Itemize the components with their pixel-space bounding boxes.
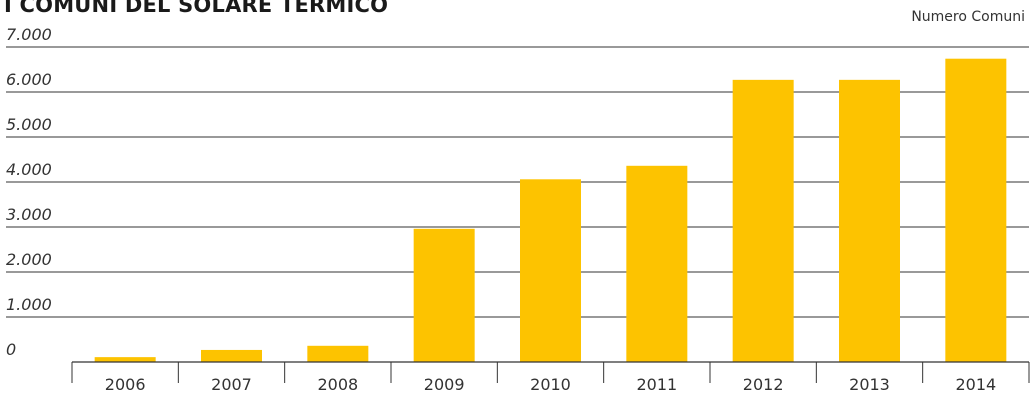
bar	[94, 357, 156, 362]
x-tick-label: 2011	[636, 375, 677, 394]
x-tick-label: 2013	[849, 375, 890, 394]
bar	[413, 228, 475, 362]
y-tick-label: 7.000	[6, 25, 52, 44]
x-tick-label: 2012	[743, 375, 784, 394]
bar	[520, 179, 581, 362]
y-tick-label: 3.000	[6, 205, 52, 224]
x-tick-label: 2008	[317, 375, 358, 394]
y-tick-label: 1.000	[6, 295, 52, 314]
y-tick-label: 2.000	[6, 250, 52, 269]
bar	[839, 79, 900, 362]
y-tick-label: 0	[6, 340, 16, 359]
x-tick-label: 2007	[211, 375, 252, 394]
y-tick-label: 4.000	[6, 160, 52, 179]
bar	[307, 345, 369, 362]
bar	[626, 165, 688, 362]
x-tick-label: 2014	[955, 375, 996, 394]
bar	[732, 79, 794, 362]
bar	[945, 58, 1007, 362]
y-tick-label: 5.000	[6, 115, 52, 134]
y-tick-label: 6.000	[6, 70, 52, 89]
bar	[201, 349, 262, 362]
x-tick-label: 2006	[105, 375, 146, 394]
x-tick-label: 2009	[424, 375, 465, 394]
unit-label: Numero Comuni	[911, 9, 1025, 25]
chart-title: I COMUNI DEL SOLARE TERMICO	[4, 0, 389, 17]
x-tick-label: 2010	[530, 375, 571, 394]
